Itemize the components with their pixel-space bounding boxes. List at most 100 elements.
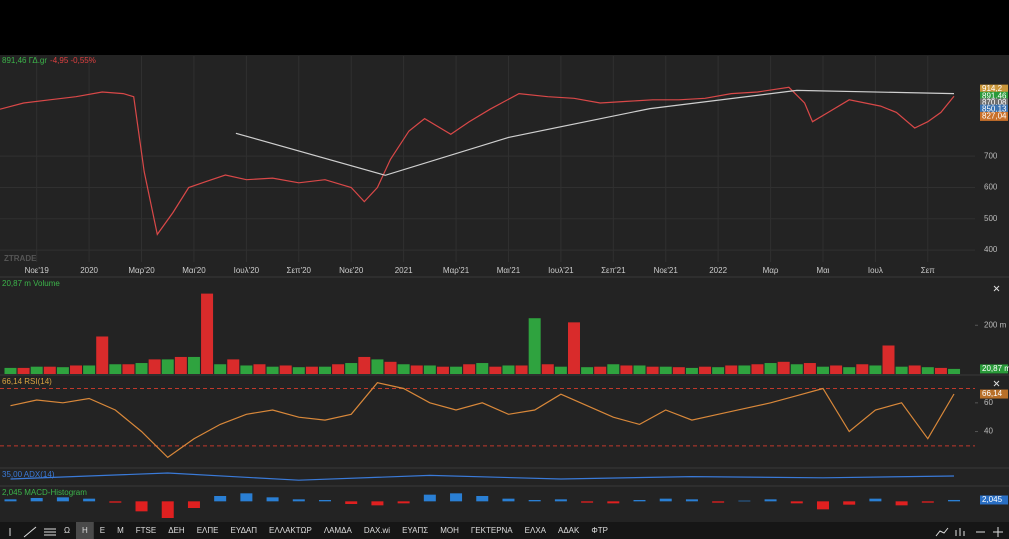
price-label-box [980,495,1008,505]
bar [948,368,961,374]
toolbar-item[interactable]: ΕΛΛΑΚΤΩΡ [269,526,312,535]
bar [554,366,567,374]
bar [305,366,318,374]
bar [738,365,751,374]
bar [869,498,882,502]
bar [869,365,882,374]
bar [646,366,659,374]
bar [423,494,436,502]
bar [751,364,764,374]
bar [109,501,122,503]
bar [70,365,83,374]
close-icon[interactable] [993,380,1000,387]
toolbar-item[interactable]: ΕΥΔΑΠ [231,526,258,535]
bar [266,497,279,502]
bar [83,498,96,502]
bar [895,501,908,506]
top-band [0,0,1009,55]
price-label: 850,13 [982,104,1007,113]
bar [882,345,895,374]
bar [607,501,620,504]
bar [345,363,358,374]
x-tick-label: Μαι'20 [182,266,206,275]
bar [122,364,135,374]
panel-title: 2,045 MACD-Histogram [2,488,87,497]
bar [148,359,161,374]
bar [895,366,908,374]
bar [685,367,698,374]
bar [17,367,30,374]
toolbar-item[interactable]: ΔΕΗ [168,526,185,535]
y-tick-label: 500 [984,214,998,223]
bar [843,501,856,505]
price-label: 870,08 [982,98,1007,107]
toolbar-item[interactable]: ΓΕΚΤΕΡΝΑ [471,526,513,535]
bar [515,365,528,374]
bar [725,365,738,374]
toolbar-item[interactable]: FTSE [136,526,156,535]
bar [528,500,541,502]
y-tick-label: 60 [984,398,993,407]
y-tick-label: 700 [984,151,998,160]
bar [581,501,594,503]
x-tick-label: 2021 [395,266,413,275]
bar [712,367,725,374]
y-tick-label: 600 [984,183,998,192]
bar [528,318,541,374]
bar [292,367,305,374]
bar [934,367,947,374]
price-label-box [980,389,1008,399]
price-label-box [980,84,1008,94]
toolbar-item[interactable]: Ω [64,526,70,535]
bar [161,359,174,374]
bar [764,499,777,502]
toolbar-item[interactable]: ΕΛΠΕ [197,526,219,535]
toolbar-item[interactable]: ΕΥΑΠΣ [402,526,428,535]
bar [319,500,331,502]
toolbar-item[interactable]: Η [82,526,88,535]
x-tick-label: Μαρ'21 [443,266,470,275]
bar [214,364,227,374]
panel-title: 20,87 m Volume [2,279,60,288]
bar [358,356,371,374]
price-label: 20,87 m [982,364,1009,373]
bar [161,501,174,518]
toolbar-item[interactable]: Μ [117,526,124,535]
panel-title: 891,46 ΓΔ.gr [2,56,47,65]
bar [384,361,397,374]
bar [607,364,620,374]
y-tick-label: 40 [984,427,993,436]
bar [214,496,227,502]
toolbar-item[interactable]: DAX.wi [364,526,390,535]
series-line [10,472,955,481]
bar [816,366,829,374]
toolbar-item[interactable]: Ε [100,526,105,535]
bar [948,499,961,502]
toolbar-item[interactable]: ΦΤΡ [591,526,608,535]
toolbar-item[interactable]: ΜΟΗ [440,526,459,535]
bar [292,499,305,502]
x-tick-label: Μαρ [763,266,779,275]
toolbar-item[interactable]: ΕΛΧΑ [525,526,547,535]
bar [30,366,43,374]
price-label-box [980,111,1008,121]
price-label-box [980,104,1008,114]
x-tick-label: Νοε'20 [339,266,364,275]
close-icon[interactable] [993,285,1000,292]
bar [921,367,934,374]
bar [240,493,253,502]
x-tick-label: Μαι [816,266,829,275]
toolbar-item[interactable]: ΛΑΜΔΑ [324,526,353,535]
bar [659,498,672,502]
series-line [10,382,955,459]
bar [489,366,502,374]
bar [96,336,109,374]
toolbar-item[interactable]: ΑΔΑΚ [558,526,580,535]
toolbar-selected [75,522,94,539]
toolbar-icons[interactable] [9,526,1003,538]
price-label: 827,04 [982,112,1007,121]
bar [371,501,384,506]
bar [397,364,410,374]
price-label: 891,46 [982,91,1007,100]
